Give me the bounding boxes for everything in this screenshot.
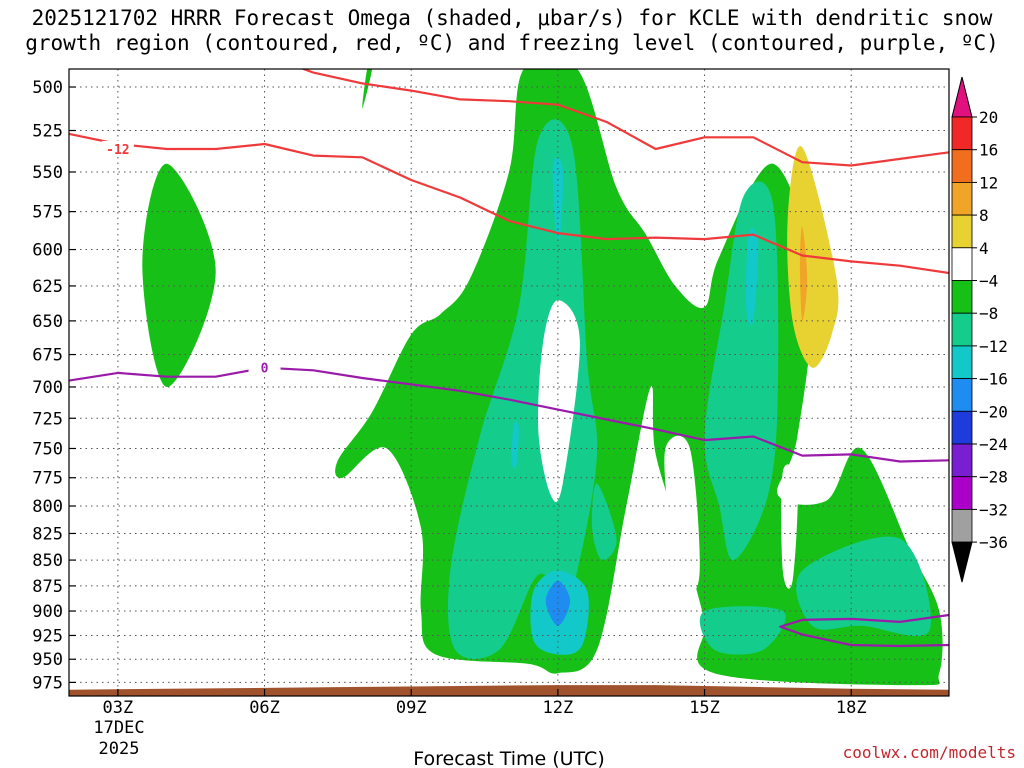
chart-title: 2025121702 HRRR Forecast Omega (shaded, … [0, 6, 1024, 56]
colorbar-label-12: −32 [979, 500, 1008, 519]
x-tick-label-4: 15Z [689, 698, 720, 718]
y-tick-label-13: 825 [32, 524, 63, 544]
y-tick-label-11: 775 [32, 469, 63, 489]
colorbar-label-2: 12 [979, 173, 998, 192]
colorbar-label-8: −16 [979, 370, 1008, 389]
x-tick-label-2: 09Z [396, 698, 427, 718]
colorbar-bottom-arrow [951, 541, 973, 583]
site-credit: coolwx.com/modelts [843, 743, 1016, 762]
colorbar-label-5: −4 [979, 272, 998, 291]
colorbar-swatch-12 [951, 508, 973, 543]
plot-frame [68, 68, 950, 697]
colorbar-label-10: −24 [979, 435, 1008, 454]
y-tick-label-1: 525 [32, 122, 63, 142]
omega-hole-0 [538, 300, 580, 503]
y-tick-label-8: 700 [32, 378, 63, 398]
contour-label-0: -12 [106, 143, 129, 158]
colorbar-swatch-4 [951, 247, 973, 281]
terrain-ground [69, 685, 949, 696]
contour-line-0 [69, 132, 949, 275]
y-tick-label-12: 800 [32, 497, 63, 517]
colorbar-swatch-0 [951, 116, 973, 151]
omega-region-4 [704, 181, 779, 561]
y-tick-label-4: 600 [32, 241, 63, 261]
omega-region-0 [142, 163, 216, 388]
colorbar-label-13: −36 [979, 533, 1008, 552]
colorbar: 20 16 12 8 4 −4 −8 −12 −16 −20 −24 −28 −32 −36 [951, 76, 1008, 583]
contour-line-1 [300, 69, 949, 167]
date-label-year: 2025 [99, 739, 140, 759]
colorbar-swatch-6 [951, 312, 973, 347]
y-tick-label-14: 850 [32, 551, 63, 571]
omega-region-1 [362, 69, 373, 109]
title-line-1: 2025121702 HRRR Forecast Omega (shaded, … [31, 6, 993, 30]
title-line-2: growth region (contoured, red, ºC) and f… [25, 31, 999, 55]
omega-region-5 [591, 483, 617, 561]
omega-region-8 [552, 157, 564, 240]
colorbar-label-11: −28 [979, 468, 1008, 487]
colorbar-label-4: 4 [979, 239, 989, 258]
omega-hole-2 [781, 464, 798, 589]
y-tick-label-9: 725 [32, 409, 63, 429]
colorbar-label-1: 16 [979, 141, 998, 160]
omega-region-14 [799, 226, 808, 322]
colorbar-top-arrow [951, 76, 973, 118]
date-label-day: 17DEC [93, 718, 144, 738]
x-tick-label-5: 18Z [836, 698, 867, 718]
contour-line-3 [779, 613, 949, 648]
colorbar-swatch-2 [951, 181, 973, 216]
colorbar-swatch-11 [951, 476, 973, 510]
colorbar-swatch-5 [951, 280, 973, 314]
colorbar-swatch-9 [951, 410, 973, 445]
colorbar-label-9: −20 [979, 402, 1008, 421]
y-tick-label-7: 675 [32, 346, 63, 366]
colorbar-swatch-8 [951, 378, 973, 412]
y-tick-label-6: 650 [32, 312, 63, 332]
contour-label-bg-0 [101, 140, 134, 157]
colorbar-label-0: 20 [979, 108, 998, 127]
y-tick-label-2: 550 [32, 163, 63, 183]
colorbar-swatch-3 [951, 214, 973, 249]
omega-region-6 [699, 606, 786, 655]
y-tick-label-17: 925 [32, 626, 63, 646]
omega-region-7 [796, 536, 931, 637]
omega-region-9 [745, 228, 759, 326]
colorbar-swatch-1 [951, 149, 973, 183]
y-tick-label-19: 975 [32, 673, 63, 693]
x-tick-label-3: 12Z [543, 698, 574, 718]
x-tick-label-0: 03Z [103, 698, 134, 718]
terrain-band [69, 685, 949, 696]
contour-lines: -12 0 [69, 69, 949, 648]
colorbar-label-6: −8 [979, 304, 998, 323]
y-tick-label-18: 950 [32, 650, 63, 670]
y-axis-pressure: 500 525 550 575 600 625 650 675 700 725 750 775 800 8… [32, 78, 76, 693]
x-axis-time: 03Z 06Z 09Z 12Z 15Z 18Z [103, 689, 867, 718]
y-tick-label-5: 625 [32, 277, 63, 297]
colorbar-label-7: −12 [979, 337, 1008, 356]
x-tick-label-1: 06Z [249, 698, 280, 718]
contour-label-2: 0 [261, 362, 269, 377]
x-axis-title: Forecast Time (UTC) [413, 748, 604, 768]
contour-line-2 [69, 366, 949, 463]
omega-hole-1 [664, 435, 700, 595]
y-tick-label-0: 500 [32, 78, 63, 98]
y-tick-label-16: 900 [32, 602, 63, 622]
y-tick-label-3: 575 [32, 203, 63, 223]
omega-region-10 [511, 421, 519, 469]
colorbar-swatch-7 [951, 345, 973, 379]
colorbar-label-3: 8 [979, 206, 989, 225]
plot-grid [69, 69, 949, 696]
omega-shading [142, 69, 943, 686]
colorbar-swatch-10 [951, 443, 973, 478]
y-tick-label-10: 750 [32, 439, 63, 459]
contour-label-bg-2 [248, 359, 281, 376]
omega-region-3 [447, 119, 598, 660]
y-tick-label-15: 875 [32, 577, 63, 597]
